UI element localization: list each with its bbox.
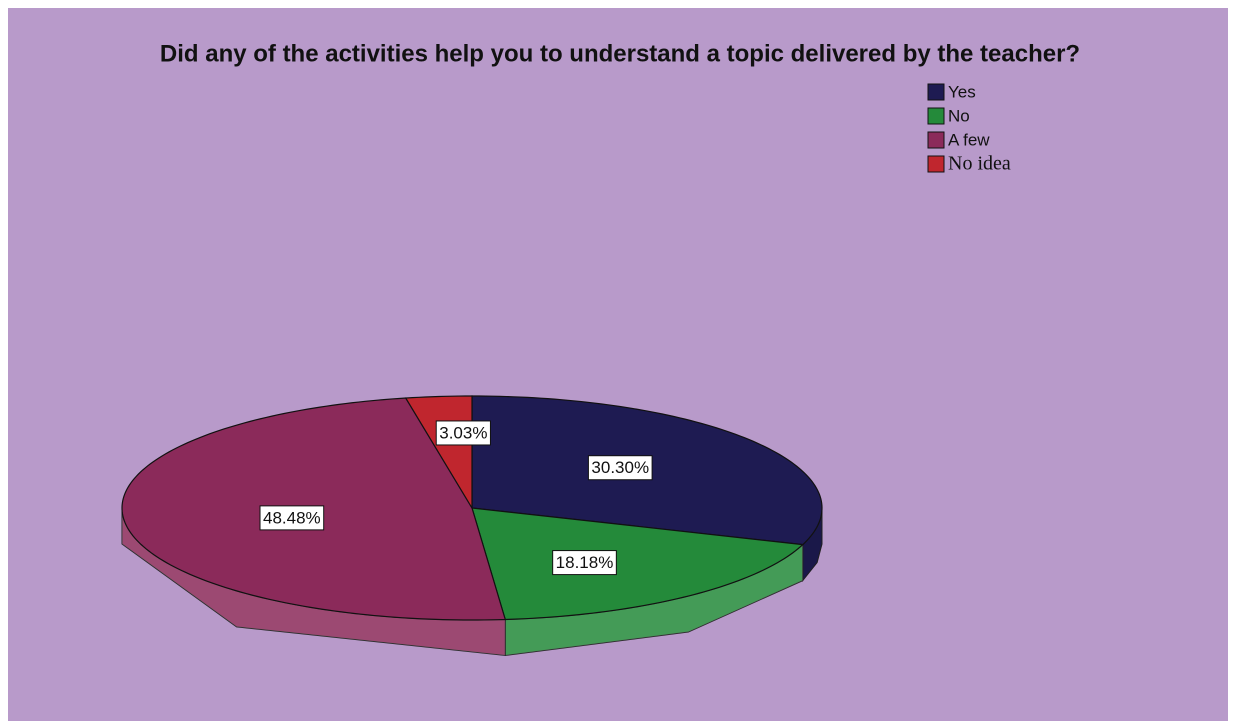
pie-slice	[471, 507, 805, 621]
legend-swatch	[927, 131, 945, 149]
legend-label: No idea	[948, 153, 1011, 175]
data-label-text: 18.18%	[556, 553, 614, 572]
data-label-box	[259, 505, 325, 531]
data-label-box	[587, 455, 653, 481]
legend-swatch	[927, 83, 945, 101]
data-label: 48.48%	[259, 505, 325, 531]
data-label: 18.18%	[552, 550, 617, 576]
data-label-text: 30.30%	[591, 458, 649, 477]
data-label-text: 3.03%	[439, 423, 487, 442]
pie-side-shade	[505, 544, 803, 656]
data-label-text: 48.48%	[263, 508, 321, 527]
legend-label: Yes	[948, 82, 976, 101]
legend-label: No	[948, 106, 970, 125]
legend-label: A few	[948, 130, 990, 149]
data-label-box	[552, 550, 617, 576]
data-label: 3.03%	[435, 420, 491, 446]
chart-title: Did any of the activities help you to un…	[160, 40, 1080, 67]
data-label-box	[435, 420, 491, 446]
pie-side-shade	[802, 508, 822, 581]
legend-swatch	[927, 107, 945, 125]
data-label: 30.30%	[587, 455, 653, 481]
legend-swatch	[927, 155, 945, 173]
